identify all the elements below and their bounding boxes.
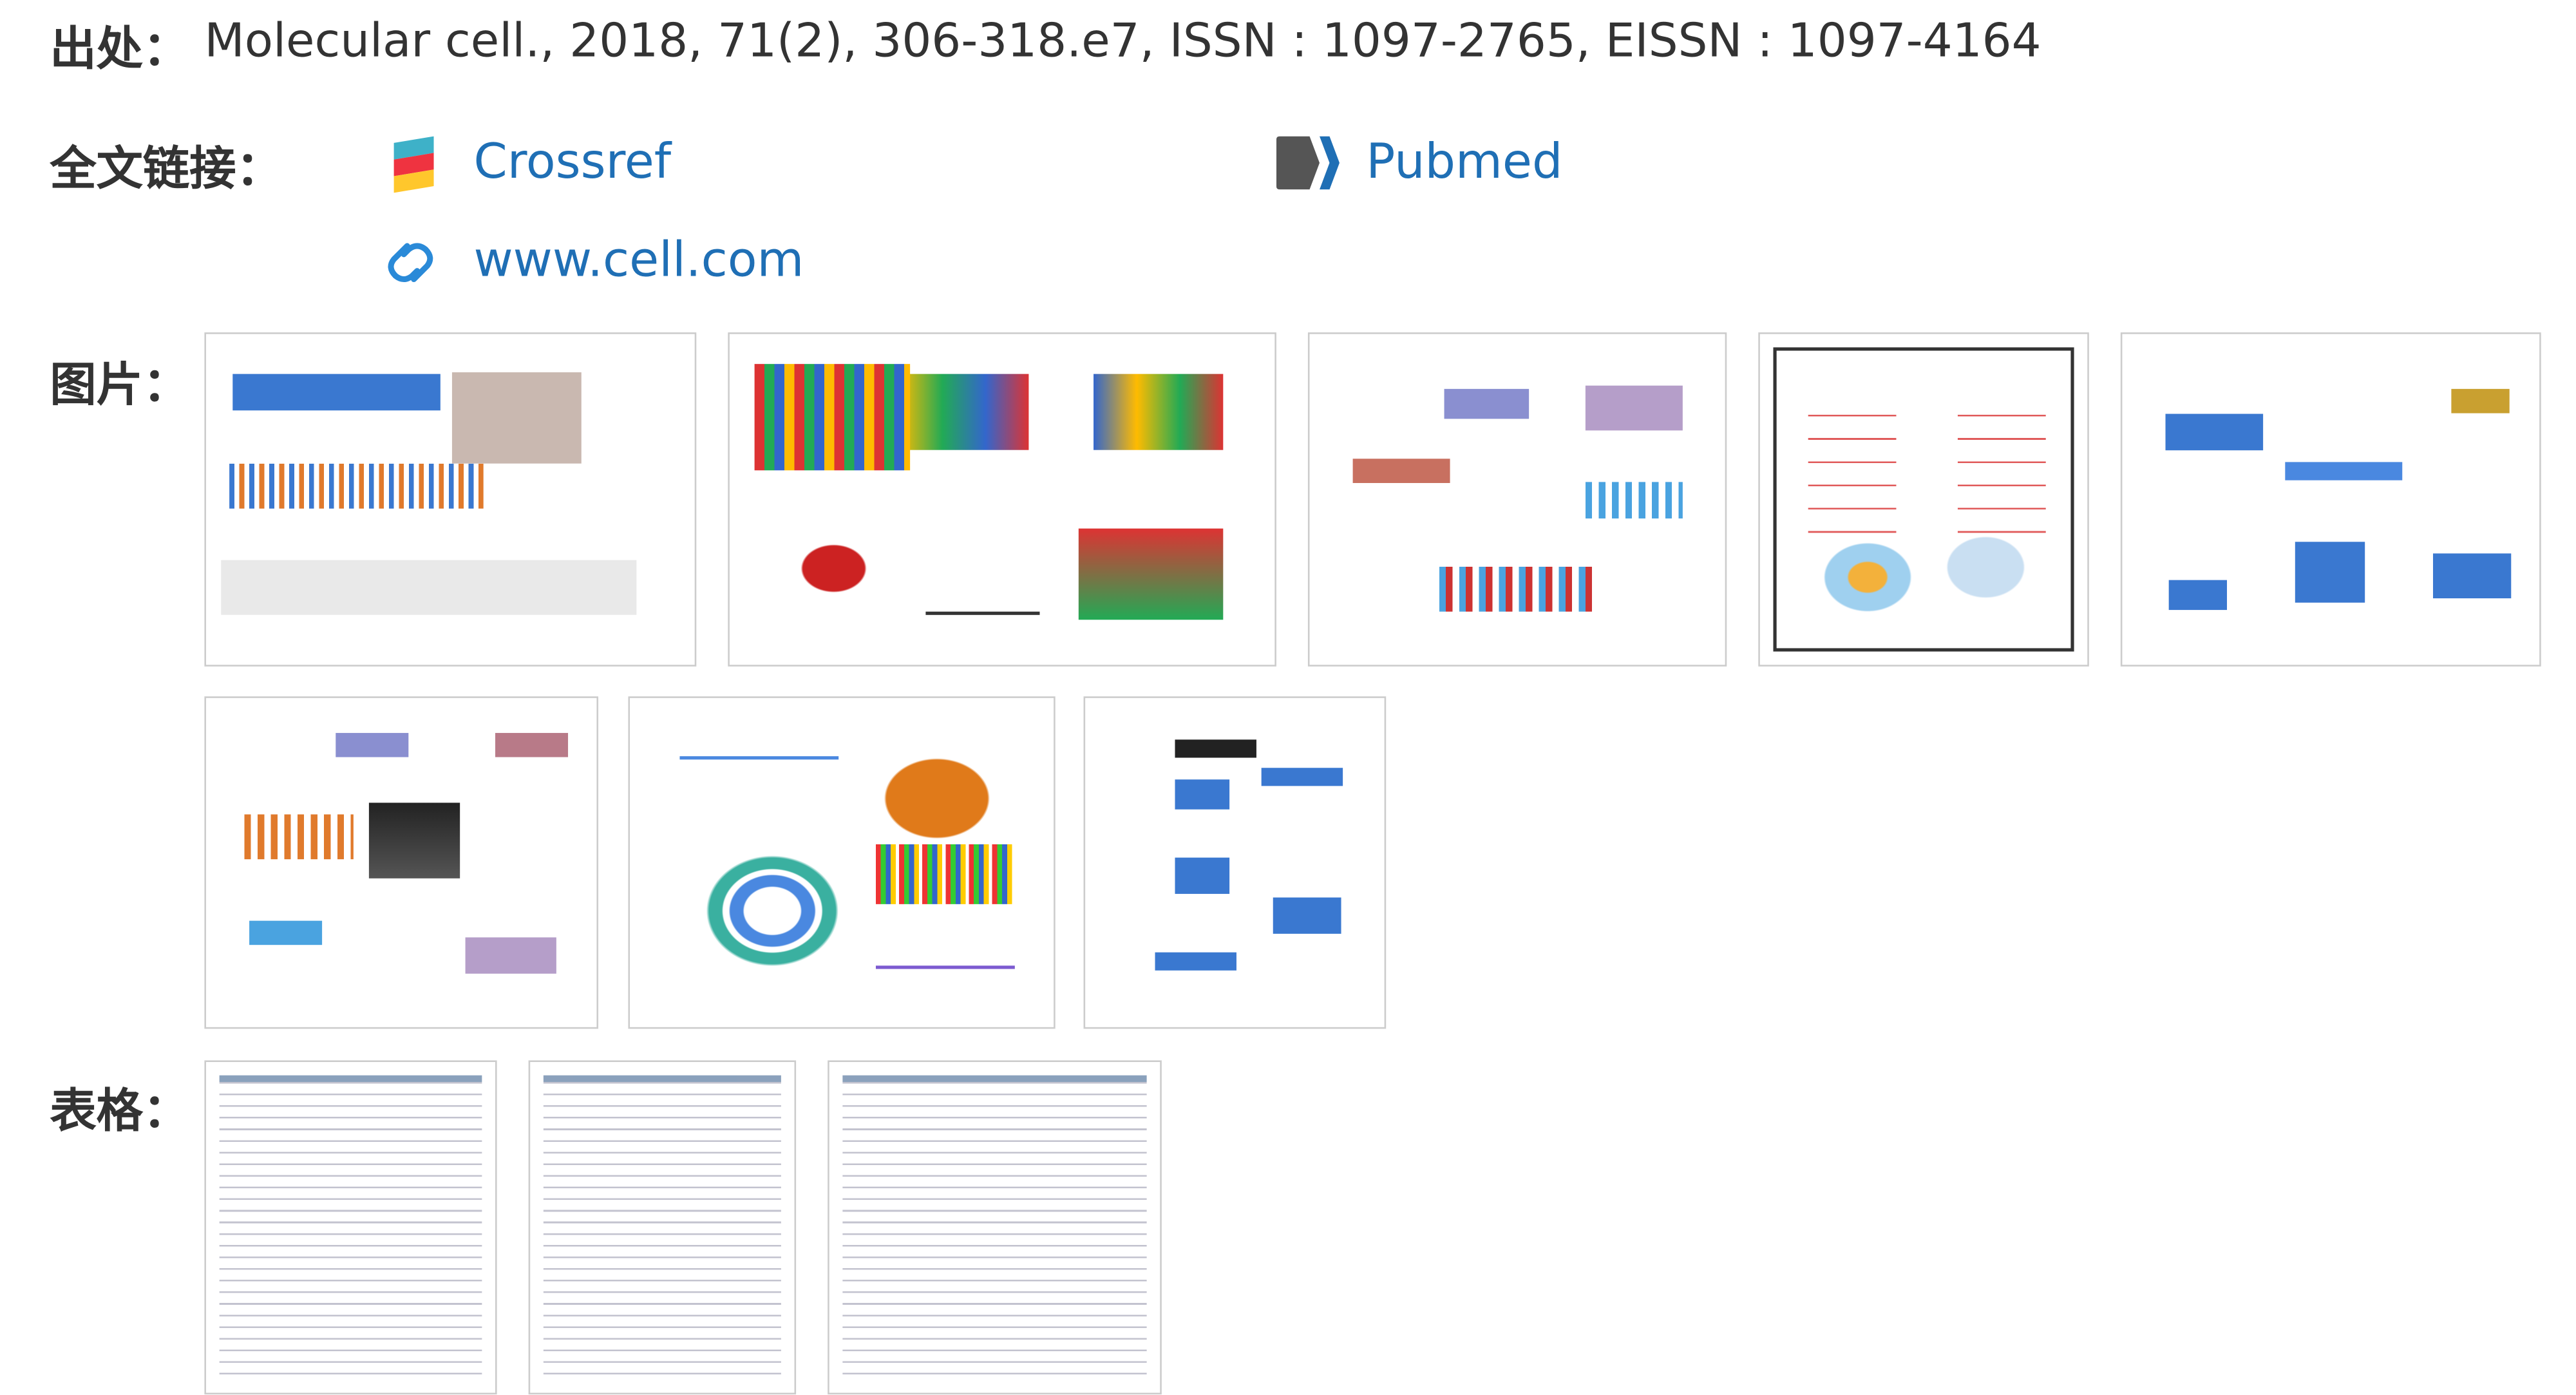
figure-thumbnail[interactable] bbox=[204, 332, 697, 667]
pubmed-icon bbox=[1276, 136, 1340, 190]
figure-thumbnail[interactable] bbox=[1307, 332, 1727, 667]
figure-thumbnail[interactable] bbox=[1083, 696, 1387, 1029]
figure-thumbnail[interactable] bbox=[204, 696, 599, 1029]
pubmed-link[interactable]: Pubmed bbox=[1366, 133, 1563, 190]
table-thumbnail[interactable] bbox=[828, 1060, 1162, 1395]
figure-thumbnail[interactable] bbox=[728, 332, 1276, 667]
website-link[interactable]: www.cell.com bbox=[473, 231, 804, 288]
web-link-icon bbox=[388, 243, 433, 283]
links-label: 全文链接： bbox=[50, 141, 283, 196]
figure-thumbnail[interactable] bbox=[1758, 332, 2089, 667]
figures-label: 图片： bbox=[50, 357, 190, 412]
figure-thumbnail[interactable] bbox=[628, 696, 1056, 1029]
source-text: Molecular cell., 2018, 71(2), 306-318.e7… bbox=[204, 13, 2041, 68]
crossref-link[interactable]: Crossref bbox=[473, 133, 672, 190]
table-thumbnail[interactable] bbox=[204, 1060, 497, 1395]
table-thumbnail[interactable] bbox=[528, 1060, 797, 1395]
source-label: 出处： bbox=[50, 21, 190, 77]
tables-label: 表格： bbox=[50, 1083, 190, 1139]
crossref-icon bbox=[393, 136, 434, 193]
figure-thumbnail[interactable] bbox=[2120, 332, 2541, 667]
